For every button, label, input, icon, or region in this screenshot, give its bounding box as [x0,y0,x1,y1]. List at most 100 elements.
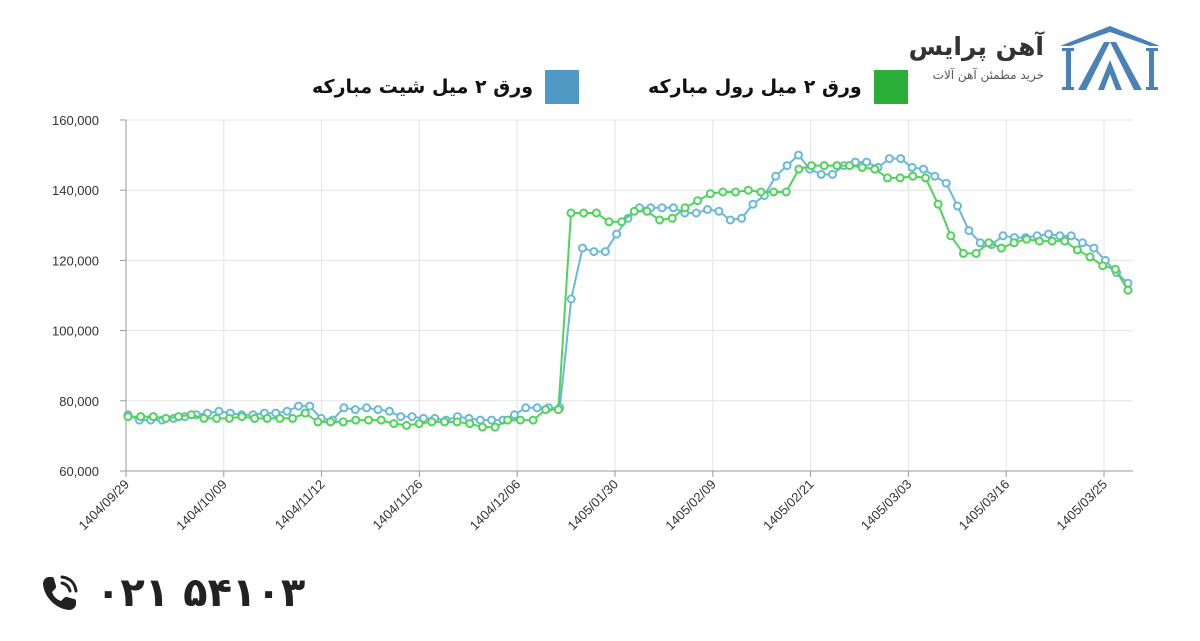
data-point[interactable] [214,406,224,416]
data-point[interactable] [477,422,487,432]
data-point[interactable] [212,413,222,423]
data-point[interactable] [566,294,576,304]
data-point[interactable] [376,415,386,425]
data-point[interactable] [975,238,985,248]
data-point[interactable] [362,403,372,413]
data-point[interactable] [487,415,497,425]
data-point[interactable] [748,199,758,209]
data-point[interactable] [1060,236,1070,246]
data-point[interactable] [161,413,171,423]
data-point[interactable] [262,413,272,423]
data-point[interactable] [691,208,701,218]
data-point[interactable] [781,187,791,197]
data-point[interactable] [300,408,310,418]
data-point[interactable] [971,248,981,258]
data-point[interactable] [1044,229,1053,239]
data-point[interactable] [953,201,962,211]
data-point[interactable] [794,164,804,174]
data-point[interactable] [743,185,753,195]
data-point[interactable] [1085,252,1095,262]
data-point[interactable] [807,161,816,171]
data-point[interactable] [933,199,943,209]
data-point[interactable] [475,415,485,425]
data-point[interactable] [490,422,500,432]
data-point[interactable] [275,413,285,423]
data-point[interactable] [326,417,335,427]
data-point[interactable] [174,412,184,422]
data-point[interactable] [857,162,867,172]
data-point[interactable] [896,154,906,164]
data-point[interactable] [237,412,247,422]
data-point[interactable] [591,208,601,218]
data-point[interactable] [288,413,298,423]
data-point[interactable] [883,173,892,183]
data-point[interactable] [870,164,880,174]
data-point[interactable] [703,205,712,214]
data-point[interactable] [996,243,1006,253]
data-point[interactable] [351,415,361,425]
data-point[interactable] [705,189,715,199]
data-point[interactable] [503,415,513,425]
data-point[interactable] [532,403,542,413]
data-point[interactable] [828,169,837,179]
data-point[interactable] [895,173,905,183]
brand-logo[interactable]: آهن پرایس خرید مطمئن آهن آلات [906,24,1172,104]
data-point[interactable] [396,412,406,422]
data-point[interactable] [313,417,323,427]
data-point[interactable] [339,403,349,413]
data-point[interactable] [1072,245,1082,255]
data-point[interactable] [657,203,667,213]
data-point[interactable] [224,413,234,423]
data-point[interactable] [566,208,576,218]
data-point[interactable] [148,412,158,422]
data-point[interactable] [725,215,735,225]
data-point[interactable] [350,405,360,415]
data-point[interactable] [373,405,383,415]
data-point[interactable] [384,406,394,416]
data-point[interactable] [642,206,652,216]
data-point[interactable] [136,412,146,422]
data-point[interactable] [604,217,614,227]
data-point[interactable] [364,415,373,425]
data-point[interactable] [294,401,303,411]
data-point[interactable] [521,403,531,413]
data-point[interactable] [908,171,918,181]
data-point[interactable] [714,206,724,216]
data-point[interactable] [667,213,677,223]
legend-item-coil[interactable]: ورق ۲ میل رول مبارکه [648,70,908,104]
data-point[interactable] [589,247,599,257]
data-point[interactable] [946,231,956,241]
data-point[interactable] [528,415,538,425]
data-point[interactable] [338,417,348,427]
data-point[interactable] [578,243,587,253]
data-point[interactable] [1047,236,1057,246]
data-point[interactable] [553,405,563,415]
contact-phone[interactable]: ۰۲۱ ۵۴۱۰۳ [40,570,305,616]
data-point[interactable] [612,229,622,239]
data-point[interactable] [832,161,842,171]
data-point[interactable] [984,238,994,248]
data-point[interactable] [756,187,766,197]
legend-item-sheet[interactable]: ورق ۲ میل شیت مبارکه [312,70,580,104]
data-point[interactable] [1034,236,1044,246]
data-point[interactable] [305,401,315,411]
data-point[interactable] [1009,238,1019,248]
data-point[interactable] [402,420,411,430]
data-point[interactable] [600,247,610,257]
data-point[interactable] [579,208,589,218]
data-point[interactable] [407,412,417,422]
data-point[interactable] [845,161,854,171]
data-point[interactable] [427,417,437,427]
data-point[interactable] [282,406,292,416]
data-point[interactable] [964,226,974,236]
data-point[interactable] [452,417,462,427]
data-point[interactable] [771,171,781,181]
data-point[interactable] [1055,231,1065,241]
data-point[interactable] [816,169,826,179]
data-point[interactable] [782,161,792,171]
data-point[interactable] [884,154,894,164]
data-point[interactable] [509,410,519,420]
data-point[interactable] [414,419,424,429]
data-point[interactable] [941,178,951,188]
data-point[interactable] [919,164,928,174]
